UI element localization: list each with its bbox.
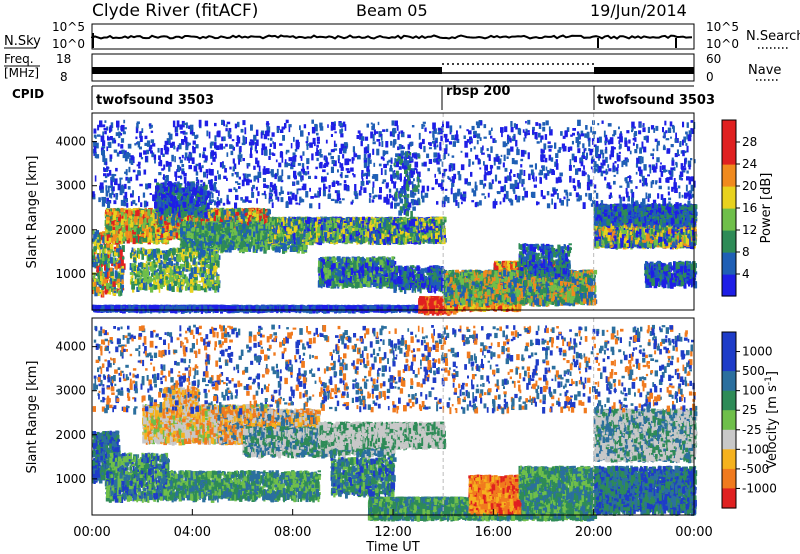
heatmap-cell — [409, 306, 411, 309]
date-title: 19/Jun/2014 — [590, 1, 687, 20]
noise-panel: N.Sky 10^5 10^0 10^5 10^0 N.Search — [4, 20, 800, 51]
noise-sky-label: N.Sky — [4, 34, 41, 49]
freq-band-2 — [594, 67, 694, 74]
freq-units-label: [MHz] — [4, 66, 39, 80]
nave-tick-top: 60 — [706, 52, 721, 66]
freq-label: Freq. — [4, 52, 34, 66]
noise-tick-bottom-left: 10^0 — [52, 37, 85, 51]
power-heatmap-cells — [92, 113, 698, 316]
freq-tick-bottom: 8 — [60, 70, 68, 84]
noise-tick-top-left: 10^5 — [52, 20, 85, 34]
cpid-segment-3: twofsound 3503 — [597, 93, 715, 108]
noise-spikes — [93, 33, 676, 48]
freq-band-1 — [92, 67, 442, 74]
cpid-panel: CPID twofsound 3503 rbsp 200 twofsound 3… — [12, 84, 715, 110]
noise-tick-bottom-right: 10^0 — [706, 37, 739, 51]
cpid-segment-1: twofsound 3503 — [96, 93, 214, 108]
beam-title: Beam 05 — [356, 1, 428, 20]
freq-panel: Freq. [MHz] 18 8 60 0 Nave — [4, 52, 781, 84]
freq-tick-top: 18 — [56, 52, 71, 66]
noise-search-label: N.Search — [746, 29, 800, 44]
noise-sky-trace — [92, 36, 692, 39]
station-title: Clyde River (fitACF) — [92, 1, 258, 21]
cpid-label: CPID — [12, 87, 44, 101]
cpid-segment-2: rbsp 200 — [446, 84, 510, 99]
nave-label: Nave — [748, 63, 781, 78]
figure: Clyde River (fitACF) Beam 05 19/Jun/2014… — [0, 0, 800, 554]
noise-tick-top-right: 10^5 — [706, 20, 739, 34]
heatmap-cell — [149, 305, 151, 309]
nave-tick-bottom: 0 — [706, 70, 714, 84]
